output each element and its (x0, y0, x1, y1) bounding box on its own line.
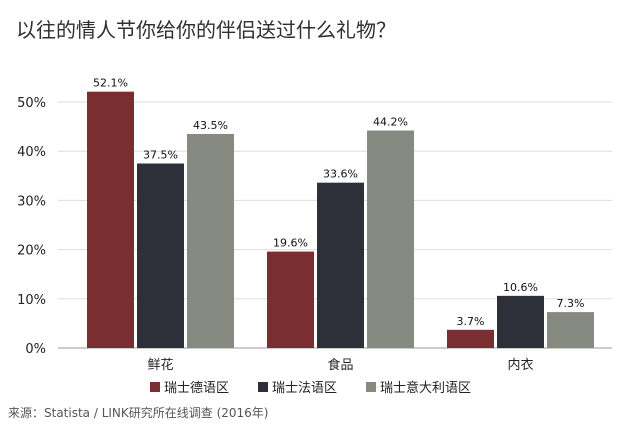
bar-value-label: 43.5% (193, 119, 228, 132)
legend-swatch (366, 382, 376, 392)
bar-value-label: 3.7% (457, 315, 485, 328)
y-tick-label: 30% (17, 194, 46, 209)
legend-label: 瑞士意大利语区 (380, 380, 471, 396)
data-labels: 52.1% 19.6% 3.7% 37.5% 33.6% 10.6% 43.5% 44.2% 7… (93, 77, 584, 328)
bar (447, 329, 494, 348)
bar (267, 251, 314, 348)
chart-title: 以往的情人节你给你的伴侣送过什么礼物？ (16, 18, 396, 42)
x-category-label: 内衣 (507, 357, 533, 373)
legend-label: 瑞士法语区 (272, 381, 337, 396)
bar (497, 295, 544, 348)
legend-swatch (258, 382, 268, 392)
x-category-label: 食品 (327, 357, 353, 373)
y-tick-label: 40% (17, 145, 46, 160)
y-tick-label: 20% (17, 244, 46, 259)
bar-value-label: 33.6% (323, 168, 358, 181)
bar (137, 163, 184, 348)
bar (87, 91, 134, 348)
bars (87, 91, 594, 348)
bar (187, 133, 234, 348)
bar-value-label: 7.3% (557, 297, 585, 310)
legend-label: 瑞士德语区 (164, 381, 229, 396)
legend-swatch (150, 382, 160, 392)
x-category-label: 鲜花 (147, 357, 173, 373)
bar-value-label: 44.2% (373, 116, 408, 129)
y-tick-label: 10% (17, 293, 46, 308)
y-tick-label: 50% (17, 96, 46, 111)
bar-value-label: 37.5% (143, 149, 178, 162)
source-note: 来源：Statista / LINK研究所在线调查 (2016年) (8, 406, 269, 420)
legend: 瑞士德语区 瑞士法语区 瑞士意大利语区 (150, 380, 471, 396)
y-tick-label: 0% (25, 342, 46, 357)
bar (547, 312, 594, 348)
bar-value-label: 10.6% (503, 281, 538, 294)
x-axis-categories: 鲜花 食品 内衣 (147, 357, 533, 373)
bar-value-label: 52.1% (93, 77, 128, 90)
bar (317, 182, 364, 348)
bar-value-label: 19.6% (273, 237, 308, 250)
y-axis-ticks: 0% 10% 20% 30% 40% 50% (17, 96, 46, 357)
bar (367, 130, 414, 348)
